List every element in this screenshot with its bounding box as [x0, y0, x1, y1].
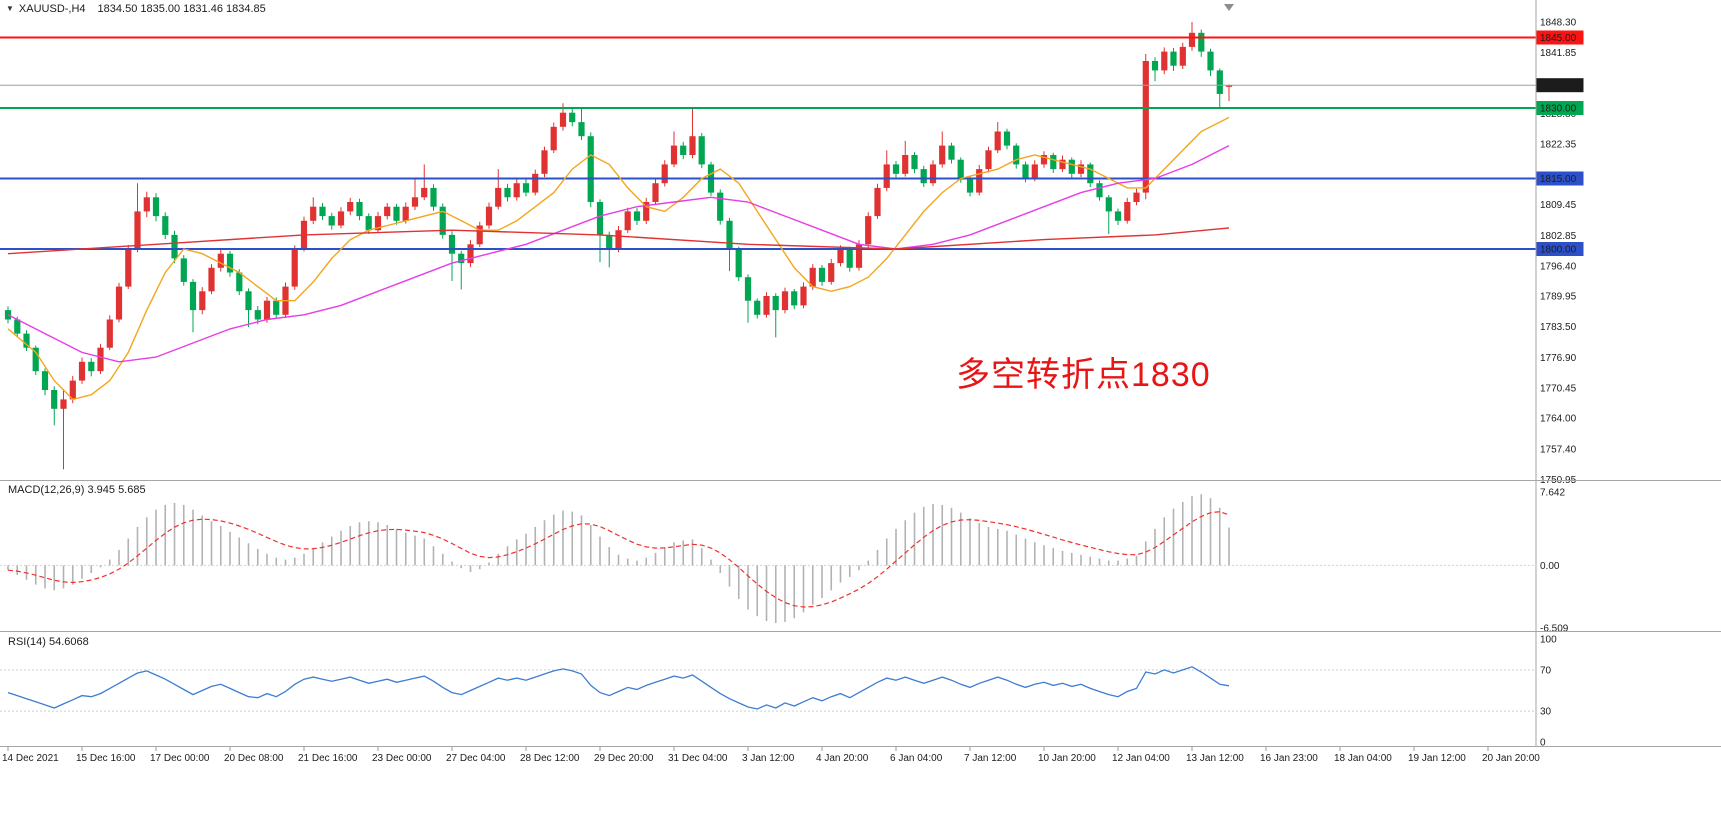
macd-indicator-label: MACD(12,26,9) 3.945 5.685 — [8, 484, 146, 496]
price-tick: 1848.30 — [1540, 18, 1577, 29]
time-label: 16 Jan 23:00 — [1260, 753, 1318, 764]
chart-annotation-text[interactable]: 多空转折点1830 — [956, 356, 1211, 394]
macd-name: MACD(12,26,9) — [8, 484, 85, 496]
price-tick: 1841.85 — [1540, 48, 1577, 59]
rsi-name: RSI(14) — [8, 636, 46, 648]
price-badge — [1536, 171, 1584, 186]
time-label: 27 Dec 04:00 — [446, 753, 506, 764]
ma-slow-red — [7, 227, 1230, 255]
panel-borders — [0, 0, 1721, 747]
macd-tick: 0.00 — [1540, 561, 1560, 572]
rsi-tick: 30 — [1540, 707, 1552, 718]
macd-tick: 7.642 — [1540, 488, 1565, 499]
candlestick-series — [4, 22, 1233, 470]
price-badge — [1536, 30, 1584, 45]
price-tick: 1796.40 — [1540, 261, 1577, 272]
price-tick: 1789.95 — [1540, 292, 1577, 303]
rsi-tick: 70 — [1540, 665, 1552, 676]
price-tick: 1757.40 — [1540, 445, 1577, 456]
time-label: 15 Dec 16:00 — [76, 753, 136, 764]
ma-fast-orange — [7, 116, 1230, 401]
price-tick: 1776.90 — [1540, 353, 1577, 364]
rsi-tick: 100 — [1540, 635, 1557, 646]
symbol-info-bar: ▼ XAUUSD-,H4 1834.50 1835.00 1831.46 1834.… — [6, 3, 266, 15]
price-tick: 1802.85 — [1540, 231, 1577, 242]
price-badge — [1536, 78, 1584, 93]
macd-values: 3.945 5.685 — [87, 484, 146, 496]
ohlc-values: 1834.50 1835.00 1831.46 1834.85 — [97, 3, 266, 15]
shift-marker — [1224, 4, 1234, 11]
price-tick: 1764.00 — [1540, 414, 1577, 425]
time-label: 7 Jan 12:00 — [964, 753, 1017, 764]
rsi-value: 54.6068 — [48, 636, 89, 648]
time-label: 28 Dec 12:00 — [520, 753, 580, 764]
symbol-period-label: XAUUSD-,H4 — [18, 3, 86, 15]
time-label: 20 Dec 08:00 — [224, 753, 284, 764]
price-badge-label: 1815.00 — [1540, 174, 1577, 185]
macd-panel: 7.642 0.00 -6.509 — [0, 488, 1569, 634]
time-label: 21 Dec 16:00 — [298, 753, 358, 764]
price-tick: 1783.50 — [1540, 322, 1577, 333]
time-label: 4 Jan 20:00 — [816, 753, 869, 764]
rsi-line — [7, 666, 1230, 710]
price-badge-label: 1834.85 — [1540, 81, 1577, 92]
time-axis[interactable]: 14 Dec 2021 15 Dec 16:00 17 Dec 00:00 20 De… — [2, 747, 1540, 764]
rsi-indicator-label: RSI(14) 54.6068 — [8, 636, 89, 648]
chart-shift-marker-icon — [1224, 4, 1234, 11]
time-label: 20 Jan 20:00 — [1482, 753, 1540, 764]
price-tick: 1822.35 — [1540, 140, 1577, 151]
price-badge-label: 1830.00 — [1540, 104, 1577, 115]
time-label: 18 Jan 04:00 — [1334, 753, 1392, 764]
horizontal-lines[interactable] — [0, 36, 1536, 250]
time-label: 10 Jan 20:00 — [1038, 753, 1096, 764]
ma-mid-magenta — [7, 144, 1230, 363]
time-label: 12 Jan 04:00 — [1112, 753, 1170, 764]
rsi-panel: 100 70 30 0 — [0, 635, 1557, 749]
price-scale: 1848.301841.851828.801822.351809.451802.… — [1536, 18, 1584, 486]
chart-marker-icon: ▼ — [6, 4, 14, 13]
time-label: 23 Dec 00:00 — [372, 753, 432, 764]
time-label: 19 Jan 12:00 — [1408, 753, 1466, 764]
time-label: 3 Jan 12:00 — [742, 753, 795, 764]
price-badge-label: 1800.00 — [1540, 245, 1577, 256]
price-badge — [1536, 101, 1584, 115]
rsi-tick: 0 — [1540, 738, 1546, 749]
time-label: 13 Jan 12:00 — [1186, 753, 1244, 764]
time-label: 6 Jan 04:00 — [890, 753, 943, 764]
price-badge-label: 1845.00 — [1540, 33, 1577, 44]
price-badge — [1536, 242, 1584, 256]
moving-averages — [7, 116, 1230, 401]
time-label: 17 Dec 00:00 — [150, 753, 210, 764]
price-tick: 1770.45 — [1540, 383, 1577, 394]
price-tick: 1809.45 — [1540, 200, 1577, 211]
time-label: 31 Dec 04:00 — [668, 753, 728, 764]
macd-tick: -6.509 — [1540, 623, 1569, 634]
time-label: 29 Dec 20:00 — [594, 753, 654, 764]
time-label: 14 Dec 2021 — [2, 753, 59, 764]
macd-signal-line — [7, 511, 1230, 608]
